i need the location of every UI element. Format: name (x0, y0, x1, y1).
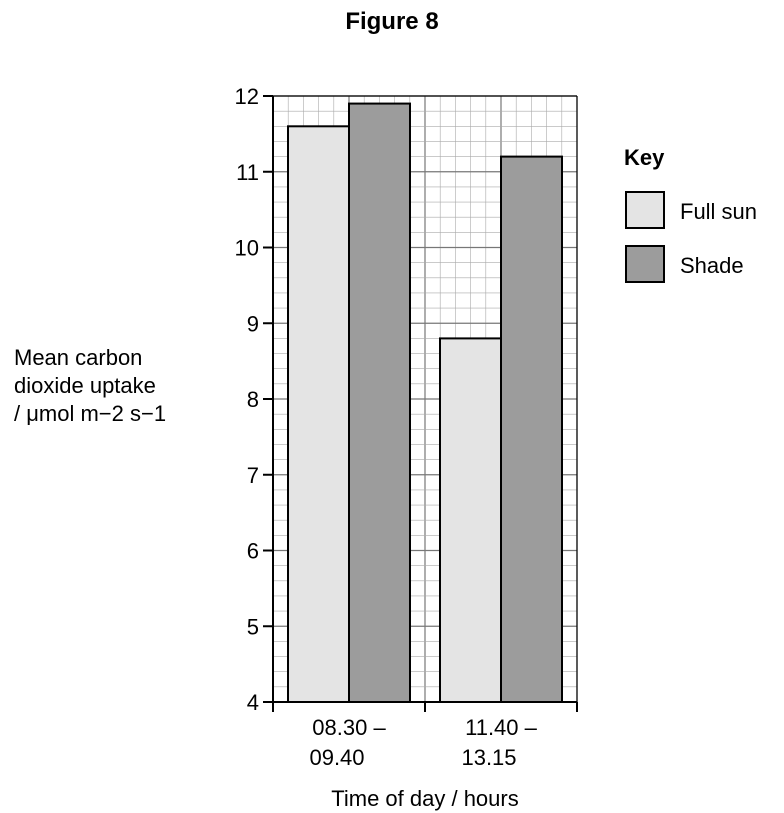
y-tick-label: 11 (236, 160, 259, 185)
y-tick-label: 8 (247, 387, 259, 412)
y-tick-label: 9 (247, 311, 259, 336)
chart-axes (263, 95, 578, 712)
legend-swatch-shade (625, 245, 665, 283)
y-tick-label: 10 (235, 236, 259, 261)
bar-shade-2 (500, 155, 563, 704)
chart-legend: Key Full sun Shade (624, 145, 757, 283)
x-tick-label-2-line-2: 13.15 (461, 745, 516, 770)
y-tick-label: 7 (247, 463, 259, 488)
y-axis-label: Mean carbon dioxide uptake / μmol m−2 s−… (14, 344, 166, 428)
figure-title: Figure 8 (345, 8, 439, 35)
y-tick-label: 12 (235, 84, 259, 109)
x-tick-label-1-line-2: 09.40 (309, 745, 364, 770)
y-tick-label: 5 (247, 614, 259, 639)
x-tick-label-1-line-1: 08.30 – (312, 715, 386, 740)
legend-title: Key (624, 145, 665, 170)
x-tick-label-2-line-1: 11.40 – (465, 715, 538, 740)
y-axis-label-line-1: Mean carbon (14, 345, 143, 370)
chart-bars (287, 102, 563, 704)
x-axis-label: Time of day / hours (331, 786, 518, 811)
bar-shade-1 (348, 102, 411, 703)
legend-label-shade: Shade (680, 253, 744, 278)
chart-tick-labels: 4 5 6 7 8 9 10 11 12 08.30 – 09.40 11.40 – 13.15 (235, 84, 538, 770)
legend-label-full-sun: Full sun (680, 199, 757, 224)
bar-full-sun-2 (439, 337, 502, 703)
bar-full-sun-1 (287, 125, 350, 704)
legend-swatch-full-sun (625, 191, 665, 229)
y-tick-label: 4 (247, 690, 259, 715)
y-tick-label: 6 (247, 539, 259, 564)
y-axis-label-line-2: dioxide uptake (14, 373, 156, 398)
y-axis-label-line-3: / μmol m−2 s−1 (14, 401, 167, 426)
